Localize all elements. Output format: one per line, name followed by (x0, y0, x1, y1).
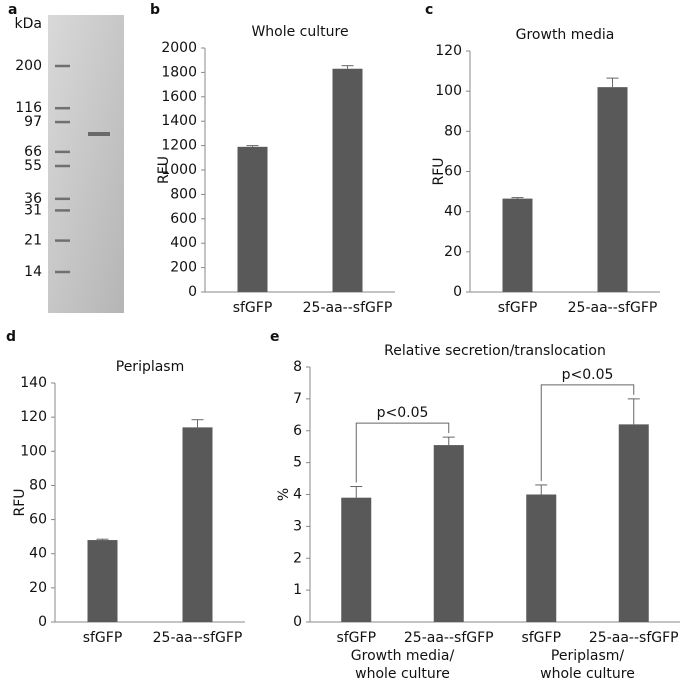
y-tick-label: 60 (444, 164, 462, 180)
y-tick-label: 40 (444, 204, 462, 220)
y-tick-label: 4 (293, 487, 302, 503)
group-label: whole culture (355, 666, 450, 682)
marker-label: 66 (24, 144, 42, 160)
x-tick-label: sfGFP (336, 630, 376, 646)
y-tick-label: 80 (29, 477, 47, 493)
x-tick-label: sfGFP (83, 630, 123, 646)
bar (341, 497, 372, 622)
y-axis-label: RFU (156, 156, 172, 184)
marker-label: 14 (24, 264, 42, 280)
y-tick-label: 100 (435, 83, 462, 99)
protein-band (88, 132, 110, 136)
annotation: p<0.05 (562, 367, 614, 383)
x-tick-label: sfGFP (233, 300, 273, 316)
x-tick-label: sfGFP (521, 630, 561, 646)
group-label: Growth media/ (351, 648, 455, 664)
y-tick-label: 7 (293, 391, 302, 407)
panel-label: c (425, 2, 433, 18)
y-tick-label: 2000 (161, 40, 197, 56)
marker-label: 55 (24, 158, 42, 174)
x-tick-label: 25-aa--sfGFP (153, 630, 243, 646)
chart-title: Whole culture (251, 24, 348, 40)
y-tick-label: 1 (293, 582, 302, 598)
y-tick-label: 2 (293, 550, 302, 566)
y-tick-label: 140 (20, 375, 47, 391)
y-tick-label: 60 (29, 512, 47, 528)
y-tick-label: 6 (293, 423, 302, 439)
bar (597, 87, 628, 293)
marker-label: 116 (15, 100, 42, 116)
group-label: whole culture (540, 666, 635, 682)
marker-label: 36 (24, 191, 42, 207)
chart-title: Periplasm (116, 359, 185, 375)
y-tick-label: 0 (293, 614, 302, 630)
y-tick-label: 0 (188, 284, 197, 300)
bar (182, 427, 213, 622)
y-tick-label: 600 (170, 211, 197, 227)
marker-label: 21 (24, 233, 42, 249)
chart-title: Relative secretion/translocation (384, 343, 606, 359)
bar (332, 68, 363, 293)
y-tick-label: 1400 (161, 113, 197, 129)
x-tick-label: 25-aa--sfGFP (303, 300, 393, 316)
y-tick-label: 20 (29, 580, 47, 596)
y-tick-label: 1800 (161, 64, 197, 80)
y-tick-label: 200 (170, 260, 197, 276)
y-axis-label: % (276, 488, 292, 501)
y-tick-label: 20 (444, 244, 462, 260)
y-tick-label: 80 (444, 123, 462, 139)
bar (87, 540, 118, 622)
bar (237, 146, 268, 292)
y-axis-label: RFU (12, 488, 28, 516)
y-tick-label: 1200 (161, 138, 197, 154)
y-tick-label: 0 (38, 614, 47, 630)
panel-label: d (6, 329, 16, 345)
x-tick-label: sfGFP (498, 300, 538, 316)
y-tick-label: 120 (435, 43, 462, 59)
marker-label: 97 (24, 114, 42, 130)
y-axis-label: RFU (431, 157, 447, 185)
marker-label: 200 (15, 58, 42, 74)
unit-label: kDa (15, 16, 42, 32)
bar (618, 424, 649, 622)
gel (48, 15, 124, 313)
y-tick-label: 5 (293, 455, 302, 471)
y-tick-label: 400 (170, 235, 197, 251)
bar (526, 494, 557, 622)
group-label: Periplasm/ (551, 648, 624, 664)
panel-label: b (150, 2, 160, 18)
bar (502, 198, 533, 292)
y-tick-label: 800 (170, 186, 197, 202)
significance-bracket (540, 384, 635, 481)
y-tick-label: 1000 (161, 162, 197, 178)
x-tick-label: 25-aa--sfGFP (404, 630, 494, 646)
significance-bracket (355, 422, 450, 483)
marker-label: 31 (24, 202, 42, 218)
x-tick-label: 25-aa--sfGFP (589, 630, 679, 646)
panel-label: a (8, 2, 17, 18)
y-tick-label: 8 (293, 359, 302, 375)
bar (433, 445, 464, 622)
y-tick-label: 1600 (161, 89, 197, 105)
y-tick-label: 100 (20, 443, 47, 459)
panel-label: e (270, 329, 280, 345)
y-tick-label: 120 (20, 409, 47, 425)
y-tick-label: 0 (453, 284, 462, 300)
y-tick-label: 3 (293, 518, 302, 534)
chart-title: Growth media (516, 27, 615, 43)
y-tick-label: 40 (29, 546, 47, 562)
annotation: p<0.05 (377, 405, 429, 421)
x-tick-label: 25-aa--sfGFP (568, 300, 658, 316)
